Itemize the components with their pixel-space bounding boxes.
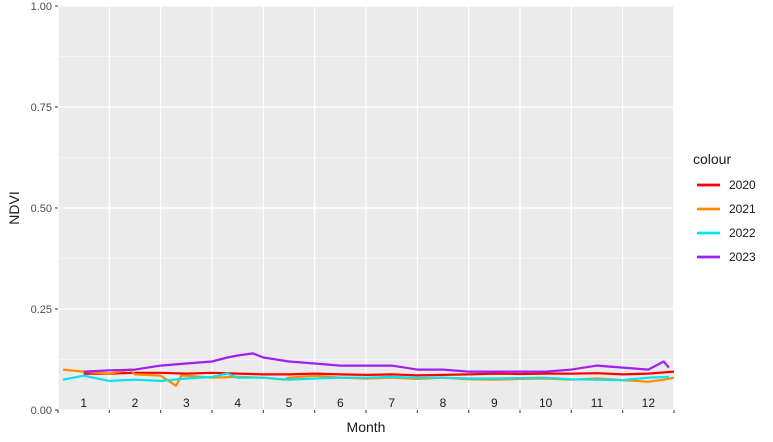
x-tick-label: 11 [591,396,604,410]
x-tick-label: 3 [183,396,190,410]
y-axis-title: NDVI [6,191,22,224]
legend-label-2023: 2023 [729,250,756,264]
x-tick-label: 1 [80,396,87,410]
y-tick-label: 0.75 [31,102,52,114]
series-line-2022 [62,372,669,382]
x-axis-ticks: 1 2 3 4 5 6 7 8 9 10 11 12 [57,396,675,413]
series-line-2023 [83,352,670,373]
x-tick-label: 10 [539,396,553,410]
y-tick-label: 0.00 [31,405,52,417]
legend-label-2022: 2022 [729,226,756,240]
x-tick-label: 8 [440,396,447,410]
x-axis-title: Month [347,419,386,435]
x-tick-label: 7 [388,396,395,410]
x-tick-label: 5 [286,396,293,410]
legend-label-2021: 2021 [729,202,756,216]
x-tick-label: 2 [132,396,139,410]
x-tick-label: 9 [491,396,498,410]
legend-title: colour [693,151,731,167]
y-tick-label: 1.00 [31,1,52,13]
x-tick-label: 12 [642,396,656,410]
y-tick-label: 0.50 [31,203,52,215]
legend: colour 2020 2021 2022 2023 [693,151,756,264]
x-tick-label: 4 [234,396,241,410]
series-lines [62,352,675,387]
x-tick-label: 6 [337,396,344,410]
series-line-2020 [83,370,675,377]
legend-label-2020: 2020 [729,178,756,192]
y-tick-label: 0.25 [31,304,52,316]
y-axis-ticks: 0.00 0.25 0.50 0.75 1.00 [31,1,58,417]
